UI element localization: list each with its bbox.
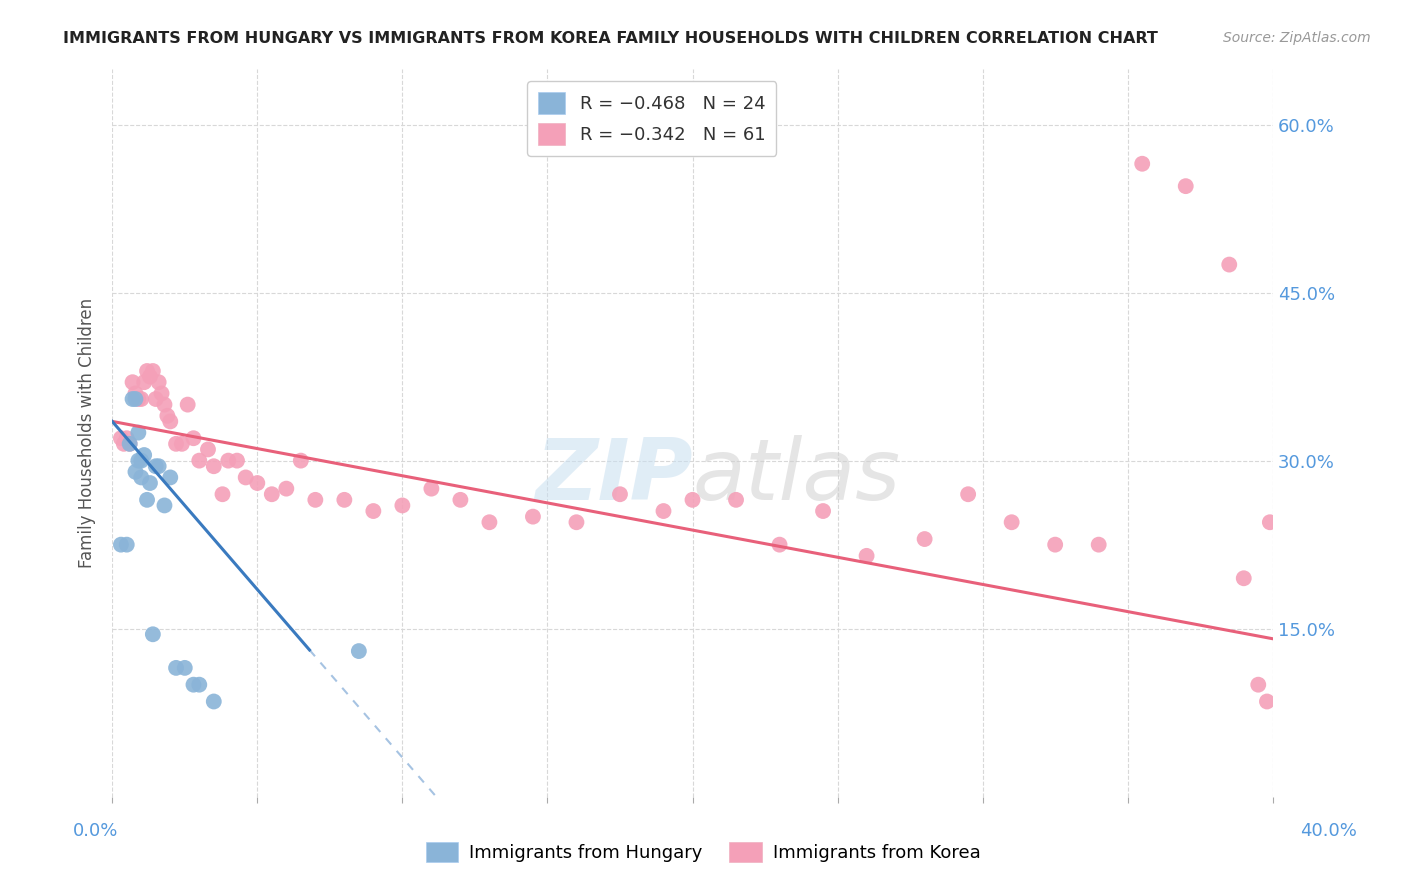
Point xyxy=(129,392,152,406)
Point xyxy=(211,487,233,501)
Point xyxy=(290,453,312,467)
Point xyxy=(170,437,193,451)
Point xyxy=(1233,571,1256,585)
Point xyxy=(134,448,156,462)
Point xyxy=(1258,515,1281,529)
Point xyxy=(957,487,980,501)
Point xyxy=(188,678,211,692)
Point xyxy=(565,515,588,529)
Legend: Immigrants from Hungary, Immigrants from Korea: Immigrants from Hungary, Immigrants from… xyxy=(419,834,987,870)
Point xyxy=(276,482,298,496)
Text: 40.0%: 40.0% xyxy=(1301,822,1357,839)
Point xyxy=(260,487,283,501)
Point xyxy=(118,437,141,451)
Point xyxy=(110,538,132,552)
Point xyxy=(1247,678,1270,692)
Text: ZIP: ZIP xyxy=(534,434,693,518)
Point xyxy=(202,459,225,474)
Point xyxy=(129,470,152,484)
Point xyxy=(118,437,141,451)
Point xyxy=(153,398,176,412)
Point xyxy=(811,504,834,518)
Point xyxy=(246,476,269,491)
Point xyxy=(724,492,747,507)
Text: IMMIGRANTS FROM HUNGARY VS IMMIGRANTS FROM KOREA FAMILY HOUSEHOLDS WITH CHILDREN: IMMIGRANTS FROM HUNGARY VS IMMIGRANTS FR… xyxy=(63,31,1159,46)
Point xyxy=(522,509,544,524)
Point xyxy=(127,392,149,406)
Point xyxy=(121,375,143,389)
Point xyxy=(333,492,356,507)
Point xyxy=(768,538,790,552)
Point xyxy=(142,627,165,641)
Point xyxy=(449,492,471,507)
Point xyxy=(202,694,225,708)
Point xyxy=(136,364,159,378)
Text: Source: ZipAtlas.com: Source: ZipAtlas.com xyxy=(1223,31,1371,45)
Point xyxy=(142,364,165,378)
Point xyxy=(134,375,156,389)
Point xyxy=(165,661,187,675)
Point xyxy=(156,409,179,423)
Point xyxy=(165,437,187,451)
Point xyxy=(197,442,219,457)
Text: 0.0%: 0.0% xyxy=(73,822,118,839)
Point xyxy=(183,431,205,445)
Point xyxy=(150,386,173,401)
Point xyxy=(139,369,162,384)
Point xyxy=(173,661,195,675)
Legend: R = −0.468   N = 24, R = −0.342   N = 61: R = −0.468 N = 24, R = −0.342 N = 61 xyxy=(527,81,776,156)
Point xyxy=(1256,694,1278,708)
Point xyxy=(110,431,132,445)
Point xyxy=(145,392,167,406)
Point xyxy=(129,453,152,467)
Point xyxy=(1043,538,1066,552)
Point xyxy=(1087,538,1109,552)
Point xyxy=(1001,515,1024,529)
Point xyxy=(112,437,135,451)
Point xyxy=(226,453,249,467)
Point xyxy=(363,504,385,518)
Point xyxy=(478,515,501,529)
Point xyxy=(124,392,146,406)
Point xyxy=(1130,157,1153,171)
Point xyxy=(347,644,370,658)
Point xyxy=(183,678,205,692)
Point xyxy=(145,459,167,474)
Point xyxy=(420,482,443,496)
Point xyxy=(304,492,326,507)
Point xyxy=(609,487,631,501)
Point xyxy=(217,453,239,467)
Point xyxy=(127,425,149,440)
Point xyxy=(115,431,138,445)
Point xyxy=(127,453,149,467)
Point xyxy=(914,532,936,546)
Point xyxy=(159,470,181,484)
Text: atlas: atlas xyxy=(693,434,900,518)
Point xyxy=(121,392,143,406)
Point xyxy=(1218,258,1240,272)
Point xyxy=(1174,179,1197,194)
Point xyxy=(176,398,198,412)
Point xyxy=(148,459,170,474)
Point xyxy=(136,492,159,507)
Point xyxy=(153,499,176,513)
Point xyxy=(124,465,146,479)
Point xyxy=(682,492,704,507)
Point xyxy=(115,538,138,552)
Point xyxy=(139,476,162,491)
Point xyxy=(652,504,675,518)
Point xyxy=(188,453,211,467)
Point xyxy=(855,549,877,563)
Point xyxy=(159,414,181,428)
Point xyxy=(124,386,146,401)
Point xyxy=(391,499,413,513)
Point xyxy=(148,375,170,389)
Point xyxy=(235,470,257,484)
Y-axis label: Family Households with Children: Family Households with Children xyxy=(79,298,96,567)
